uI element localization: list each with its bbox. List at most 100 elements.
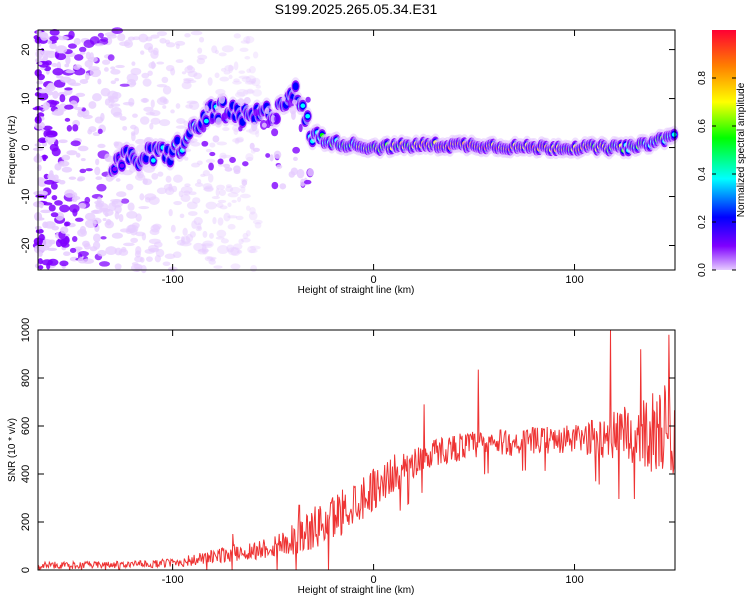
spectrogram-noise-cell	[170, 109, 175, 114]
spectrogram-noise-cell	[84, 72, 90, 81]
spectrogram-noise-cell	[140, 50, 145, 55]
colorbar-tick-label: 0.6	[697, 119, 708, 133]
spectrogram-cell	[671, 132, 677, 137]
spectrogram-noise-cell	[249, 245, 261, 250]
spectrogram-cell	[233, 165, 241, 173]
spectrogram-noise-cell	[60, 76, 72, 83]
spectrogram-noise-cell	[252, 51, 259, 59]
spectrogram-noise-cell	[230, 247, 241, 257]
spectrogram-noise-cell	[156, 83, 167, 88]
spectrogram-noise-cell	[196, 160, 203, 166]
spectrogram-noise-cell	[119, 83, 130, 87]
spectrogram-noise-cell	[74, 246, 83, 251]
spectrogram-cell	[240, 119, 245, 125]
spectrogram-noise-cell	[244, 56, 251, 60]
spectrogram-noise-cell	[236, 89, 249, 97]
spectrogram-noise-cell	[94, 43, 104, 47]
spectrogram-cell	[212, 135, 220, 143]
spectrogram-noise-cell	[74, 54, 84, 61]
spectrogram-cell	[242, 161, 249, 167]
spectrogram-noise-cell	[209, 232, 214, 239]
spectrogram-noise-cell	[213, 265, 223, 269]
spectrogram-frame	[37, 29, 676, 271]
spectrogram-noise-cell	[215, 236, 225, 240]
spectrogram-noise-cell	[56, 61, 62, 70]
spectrogram-noise-cell	[184, 33, 191, 38]
spectrogram-noise-cell	[245, 153, 254, 162]
spectrogram-noise-cell	[221, 45, 234, 53]
spectrogram-noise-cell	[50, 212, 59, 218]
spectrogram-noise-cell	[71, 236, 78, 243]
spectrogram-noise-cell	[68, 30, 75, 39]
spectrogram-noise-cell	[60, 162, 65, 166]
spectrogram-noise-cell	[45, 130, 58, 138]
spectrogram-noise-cell	[181, 81, 192, 90]
spectrogram-noise-cell	[205, 148, 212, 153]
spectrogram-cell	[209, 151, 216, 157]
spectrogram-cell	[253, 108, 259, 117]
colorbar-tick-label: 0.8	[697, 71, 708, 85]
spectrogram-noise-cell	[130, 237, 139, 243]
spectrogram-noise-cell	[140, 264, 147, 274]
spectrogram-noise-cell	[205, 201, 217, 210]
spectrogram-noise-cell	[228, 74, 233, 80]
spectrogram-noise-cell	[175, 103, 181, 109]
spectrogram-noise-cell	[170, 224, 176, 233]
spectrogram-cell	[307, 168, 314, 177]
spectrogram-panel: -100 0 100 -20 -10 0 10 20 Height of str…	[7, 27, 680, 296]
spectrogram-cell	[167, 159, 173, 164]
snr-ytick-label: 0	[20, 567, 32, 573]
spectrogram-noise-cell	[150, 99, 155, 108]
spectrogram-noise-cell	[84, 60, 93, 68]
spectrogram-noise-cell	[200, 243, 213, 247]
spectrogram-noise-cell	[134, 255, 143, 263]
spectrogram-noise-cell	[41, 50, 53, 55]
spectrogram-noise-cell	[80, 157, 86, 162]
spectrogram-cell	[119, 163, 125, 168]
spectrogram-noise-cell	[79, 46, 87, 53]
spectrogram-noise-cell	[135, 138, 146, 145]
spectrogram-noise-cell	[40, 209, 52, 214]
spectrogram-noise-cell	[35, 80, 44, 85]
spectrogram-noise-cell	[66, 150, 78, 156]
spectrogram-cell	[261, 122, 267, 128]
spectrogram-noise-cell	[120, 198, 130, 204]
spectrogram-noise-cell	[216, 229, 227, 238]
spectrogram-noise-cell	[52, 68, 64, 76]
spectrogram-noise-cell	[67, 43, 77, 49]
spectrogram-noise-cell	[220, 154, 233, 159]
spectrogram-noise-cell	[110, 66, 116, 70]
spectrogram-cell	[218, 94, 226, 104]
spectrogram-noise-cell	[143, 106, 154, 112]
spectrogram-noise-cell	[131, 61, 136, 66]
spectrogram-noise-cell	[217, 199, 227, 204]
spectrogram-noise-cell	[104, 98, 110, 106]
spectrogram-cell	[241, 179, 248, 186]
spectrogram-noise-cell	[139, 116, 150, 125]
spectrogram-noise-cell	[246, 205, 251, 211]
spectrogram-noise-cell	[83, 39, 95, 49]
spectrogram-noise-cell	[79, 79, 89, 84]
spectrogram-noise-cell	[35, 217, 45, 221]
spectrogram-noise-cell	[135, 231, 145, 237]
spectrogram-noise-cell	[61, 166, 73, 173]
spectrogram-noise-cell	[225, 186, 234, 193]
spectrogram-noise-cell	[234, 138, 240, 145]
spectrogram-noise-cell	[162, 85, 172, 95]
spectrogram-cell	[279, 183, 287, 190]
spectrogram-noise-cell	[132, 36, 141, 41]
spectrogram-noise-cell	[224, 65, 235, 72]
spectrogram-noise-cell	[145, 111, 155, 116]
spectrogram-noise-cell	[227, 215, 238, 219]
spectrogram-noise-cell	[128, 97, 135, 107]
spectrogram-noise-cell	[142, 78, 152, 87]
spectrogram-noise-cell	[82, 258, 95, 264]
spectrogram-noise-cell	[202, 230, 208, 238]
spectrogram-noise-cell	[119, 116, 127, 121]
spectrogram-noise-cell	[58, 103, 68, 112]
spectrogram-noise-cell	[232, 137, 244, 144]
spectrogram-xlabel: Height of straight line (km)	[298, 285, 415, 296]
spectrogram-cell	[251, 121, 258, 132]
spectrogram-noise-cell	[173, 200, 182, 206]
spectrogram-noise-cell	[243, 35, 255, 44]
